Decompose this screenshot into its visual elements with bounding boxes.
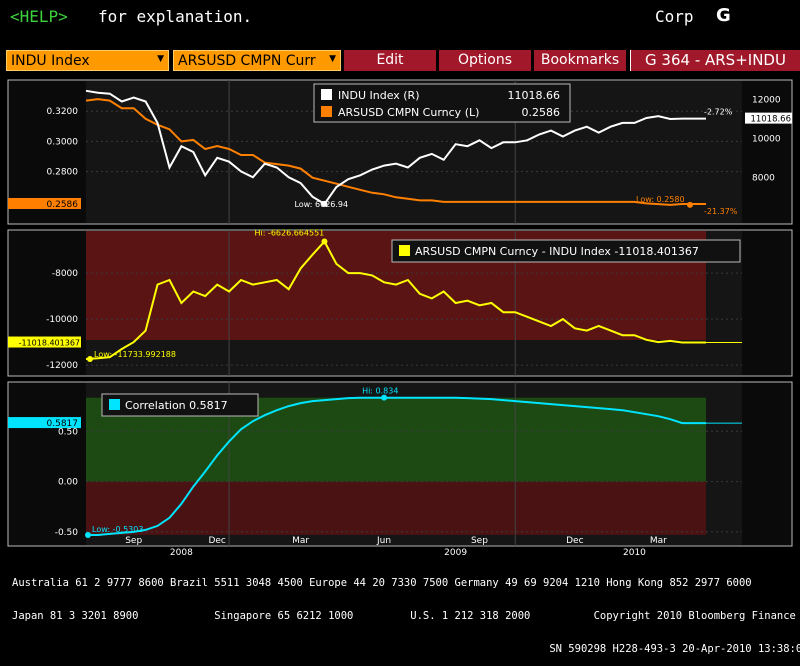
footer-line-2: Japan 81 3 3201 8900 Singapore 65 6212 1… bbox=[12, 610, 800, 622]
current-value-tag bbox=[745, 112, 792, 124]
x-tick-label: Dec bbox=[566, 536, 583, 546]
current-value-tag bbox=[8, 197, 81, 209]
chart-area: Sep Dec Mar Jun Sep Dec Mar 2008 2009 2010 0.3200 0… bbox=[7, 79, 793, 556]
correlation-negative-shade bbox=[86, 481, 706, 535]
current-value-label: 11018.66 bbox=[750, 115, 791, 125]
current-value-tag bbox=[8, 336, 81, 348]
x-tick-label: Mar bbox=[292, 536, 309, 546]
security2-field[interactable]: ARSUSD CMPN Curr ▼ bbox=[173, 50, 341, 71]
y-tick-label: 0.2800 bbox=[47, 168, 79, 178]
x-tick-label: Sep bbox=[125, 536, 142, 546]
y-tick-label: -10000 bbox=[46, 315, 78, 325]
legend-label: INDU Index (R) bbox=[338, 89, 420, 102]
x-tick-label: Jun bbox=[376, 536, 391, 546]
y-tick-label: -0.50 bbox=[55, 528, 79, 538]
year-label: 2009 bbox=[444, 548, 467, 556]
security1-label: INDU Index bbox=[11, 53, 90, 69]
hi-label: Hi: -6626.664551 bbox=[254, 229, 324, 238]
y-tick-label: -12000 bbox=[46, 361, 78, 371]
edit-button[interactable]: Edit bbox=[344, 50, 436, 71]
current-value-tag bbox=[8, 417, 81, 429]
market-sector-label: Corp bbox=[655, 7, 694, 26]
current-value-label: -11018.401367 bbox=[19, 339, 80, 348]
series-line-spread bbox=[85, 239, 706, 360]
chevron-down-icon[interactable]: ▼ bbox=[329, 54, 336, 64]
x-tick-label: Sep bbox=[471, 536, 488, 546]
change-label: -2.72% bbox=[704, 108, 733, 117]
low-marker bbox=[85, 531, 91, 538]
y-tick-label: 0.3000 bbox=[47, 137, 79, 147]
hi-marker bbox=[321, 238, 328, 245]
series-line-indu bbox=[85, 89, 706, 206]
help-text: for explanation. bbox=[98, 7, 253, 26]
x-tick-label: Dec bbox=[208, 536, 225, 546]
year-label: 2010 bbox=[623, 548, 646, 556]
function-title: G 364 - ARS+INDU bbox=[630, 50, 800, 71]
footer: Australia 61 2 9777 8600 Brazil 5511 304… bbox=[12, 556, 800, 666]
function-logo: G bbox=[716, 5, 731, 26]
y-tick-label: 12000 bbox=[752, 96, 781, 106]
y-tick-label: 0.50 bbox=[58, 427, 78, 437]
legend-value: 0.2586 bbox=[522, 106, 561, 119]
help-key[interactable]: <HELP> bbox=[10, 7, 68, 26]
low-label: Low: -0.5303 bbox=[92, 525, 143, 534]
low-label: Low: 6626.94 bbox=[294, 200, 348, 209]
legend-label: Correlation 0.5817 bbox=[125, 399, 228, 412]
legend-swatch bbox=[321, 106, 332, 117]
legend-swatch bbox=[399, 245, 410, 256]
series-line-ars bbox=[85, 98, 706, 206]
security1-field[interactable]: INDU Index ▼ bbox=[6, 50, 169, 71]
low-label: Low: -11733.992188 bbox=[94, 350, 176, 359]
help-bar: <HELP> for explanation. Corp G bbox=[0, 0, 800, 40]
toolbar: INDU Index ▼ ARSUSD CMPN Curr ▼ Edit Opt… bbox=[0, 50, 800, 72]
x-tick-label: Mar bbox=[650, 536, 667, 546]
y-tick-label: 8000 bbox=[752, 173, 775, 183]
y-tick-label: -8000 bbox=[52, 269, 78, 279]
legend-label: ARSUSD CMPN Curncy - INDU Index -11018.4… bbox=[415, 245, 699, 258]
year-label: 2008 bbox=[170, 548, 193, 556]
footer-line-1: Australia 61 2 9777 8600 Brazil 5511 304… bbox=[12, 577, 752, 589]
legend-swatch bbox=[109, 399, 120, 410]
legend-box bbox=[101, 393, 259, 417]
hi-label: Hi: 0.834 bbox=[362, 387, 398, 396]
y-tick-label: 0.00 bbox=[58, 478, 78, 488]
low-marker bbox=[87, 355, 93, 362]
hi-marker bbox=[381, 394, 388, 401]
chevron-down-icon[interactable]: ▼ bbox=[157, 54, 164, 64]
low-marker bbox=[321, 200, 328, 207]
low-label: Low: 0.2580 bbox=[636, 195, 685, 204]
y-tick-label: 0.3200 bbox=[47, 107, 79, 117]
current-value-label: 0.2586 bbox=[47, 200, 79, 210]
footer-line-3: SN 590298 H228-493-3 20-Apr-2010 13:38:0… bbox=[12, 643, 800, 655]
bookmarks-button[interactable]: Bookmarks bbox=[534, 50, 626, 71]
change-label: -21.37% bbox=[704, 207, 738, 216]
current-value-label: 0.5817 bbox=[47, 419, 79, 429]
legend-swatch bbox=[321, 89, 332, 100]
options-button[interactable]: Options bbox=[439, 50, 531, 71]
legend-box bbox=[313, 83, 571, 123]
low-marker bbox=[687, 201, 693, 208]
series-line-correlation bbox=[86, 396, 706, 536]
legend-label: ARSUSD CMPN Curncy (L) bbox=[338, 106, 479, 119]
security2-label: ARSUSD CMPN Curr bbox=[178, 53, 316, 69]
legend-box bbox=[391, 239, 741, 263]
legend-value: 11018.66 bbox=[508, 89, 561, 102]
y-tick-label: 10000 bbox=[752, 134, 781, 144]
